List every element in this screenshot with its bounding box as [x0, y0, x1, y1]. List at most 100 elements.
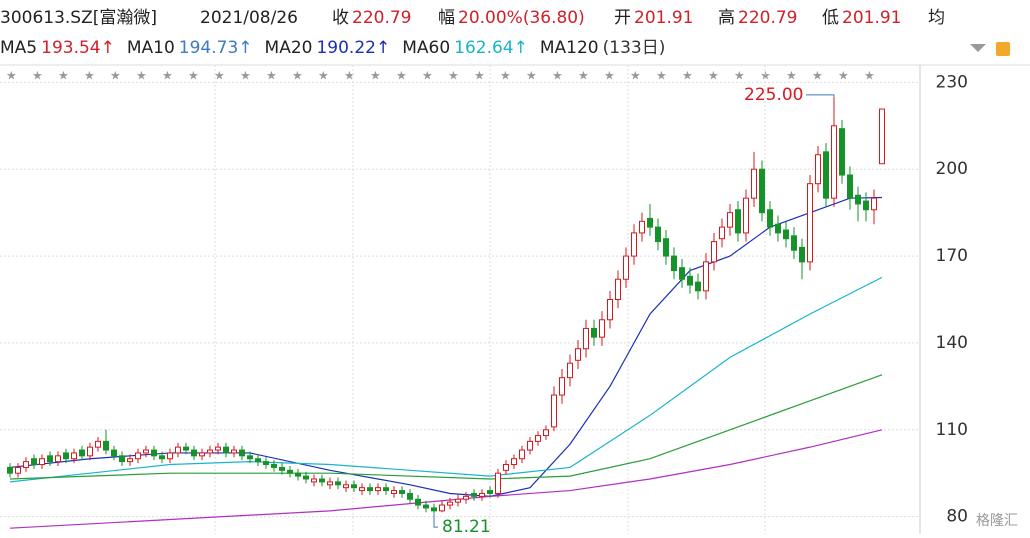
star-marker: ★: [760, 69, 771, 83]
candle-body: [543, 429, 549, 437]
star-marker: ★: [812, 69, 823, 83]
dropdown-icon[interactable]: [970, 44, 986, 52]
candle-body: [255, 458, 261, 463]
star-marker: ★: [734, 69, 745, 83]
candle-body: [119, 455, 125, 463]
candle-body: [591, 327, 597, 338]
candle-body: [871, 197, 877, 211]
star-marker: ★: [318, 69, 329, 83]
candle-body: [791, 235, 797, 251]
candle-body: [223, 446, 229, 454]
low-value: 201.91: [842, 8, 901, 28]
candle-body: [807, 183, 813, 263]
candle-body: [351, 484, 357, 489]
candle-body: [695, 281, 701, 292]
star-marker: ★: [838, 69, 849, 83]
candle-body: [31, 458, 37, 466]
ma-name: MA120: [540, 38, 599, 58]
star-marker: ★: [526, 69, 537, 83]
y-tick-label: 170: [936, 246, 968, 266]
ma-value: 162.64↑: [454, 38, 528, 58]
ma-name: MA20: [265, 38, 313, 58]
candle-body: [63, 452, 69, 460]
annotation-label: 81.21: [442, 517, 491, 534]
star-marker: ★: [162, 69, 173, 83]
candle-body: [751, 168, 757, 199]
lock-icon[interactable]: [996, 42, 1010, 56]
star-marker: ★: [448, 69, 459, 83]
candle-body: [439, 504, 445, 512]
candle-body: [199, 452, 205, 457]
change-label: 幅: [438, 8, 455, 28]
ma-value: 194.73↑: [179, 38, 253, 58]
star-marker: ★: [292, 69, 303, 83]
avg-label: 均: [928, 8, 945, 28]
candle-body: [847, 174, 853, 199]
candle-body: [407, 492, 413, 500]
star-marker: ★: [136, 69, 147, 83]
header: 300613.SZ[富瀚微] 2021/08/26 收 220.79 幅 20.…: [0, 8, 945, 28]
date: 2021/08/26: [200, 8, 298, 28]
ma-value: 190.22↑: [316, 38, 390, 58]
candle-body: [191, 449, 197, 457]
candle-body: [495, 472, 501, 494]
star-marker: ★: [500, 69, 511, 83]
candle-body: [735, 209, 741, 234]
candle-body: [103, 440, 109, 451]
y-tick-label: 200: [936, 159, 968, 179]
candle-body: [719, 226, 725, 240]
candle-body: [279, 466, 285, 471]
ma-name: MA10: [127, 38, 175, 58]
star-marker: ★: [240, 69, 251, 83]
candle-body: [79, 449, 85, 457]
candle-body: [599, 319, 605, 338]
candle-body: [623, 255, 629, 280]
candle-body: [383, 487, 389, 492]
annotation-arrow: [806, 94, 835, 97]
ma-value: 193.54↑: [41, 38, 115, 58]
candle-body: [863, 200, 869, 211]
candle-body: [287, 469, 293, 474]
ma-line: [9, 429, 883, 529]
candle-body: [831, 125, 837, 199]
candle-body: [551, 394, 557, 428]
candle-body: [111, 449, 117, 457]
candle-body: [295, 472, 301, 477]
candle-body: [55, 455, 61, 463]
star-marker: ★: [344, 69, 355, 83]
candle-body: [855, 194, 861, 205]
candle-body: [375, 487, 381, 492]
candle-body: [799, 246, 805, 263]
candle-body: [631, 232, 637, 257]
candle-body: [159, 455, 165, 460]
candle-body: [471, 492, 477, 497]
star-marker: ★: [188, 69, 199, 83]
star-marker: ★: [604, 69, 615, 83]
star-marker: ★: [396, 69, 407, 83]
candle-body: [759, 168, 765, 214]
candle-body: [127, 458, 133, 463]
high-label: 高: [718, 8, 735, 28]
candle-body: [679, 267, 685, 280]
star-marker: ★: [370, 69, 381, 83]
candle-body: [671, 255, 677, 272]
y-tick-label: 110: [936, 420, 968, 440]
candle-body: [815, 154, 821, 185]
candle-body: [343, 484, 349, 489]
ma-line: [9, 196, 883, 497]
candle-body: [175, 446, 181, 454]
candle-body: [39, 458, 45, 466]
candle-body: [167, 452, 173, 460]
star-marker: ★: [6, 69, 17, 83]
candle-body: [335, 481, 341, 486]
candle-body: [415, 498, 421, 506]
ma-line: [9, 276, 883, 483]
candle-body: [783, 229, 789, 240]
candle-body: [455, 498, 461, 503]
candle-body: [839, 128, 845, 176]
star-marker: ★: [708, 69, 719, 83]
star-marker: ★: [552, 69, 563, 83]
open-label: 开: [614, 8, 631, 28]
candle-body: [607, 299, 613, 321]
candle-body: [247, 455, 253, 460]
